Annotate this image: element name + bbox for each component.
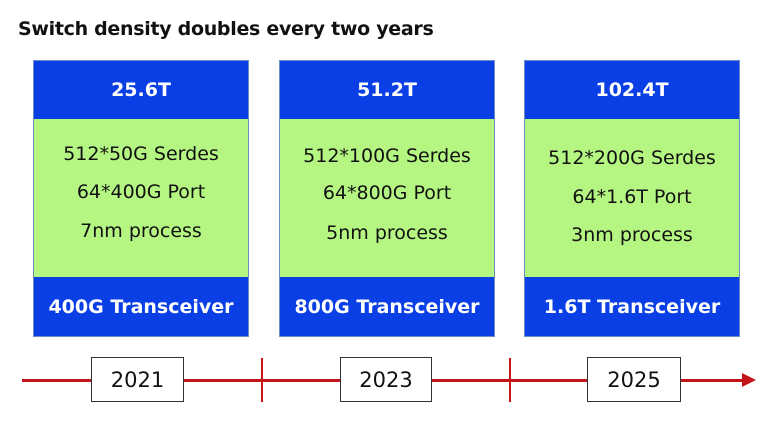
- transceiver-footer: 800G Transceiver: [280, 277, 494, 336]
- serdes-spec: 512*50G Serdes: [63, 143, 219, 165]
- transceiver-footer: 400G Transceiver: [34, 277, 248, 336]
- serdes-spec: 512*100G Serdes: [303, 145, 471, 167]
- timeline-tick: [261, 358, 263, 402]
- year-label-2025: 2025: [587, 357, 681, 402]
- spec-panel: 512*200G Serdes 64*1.6T Port 3nm process: [525, 119, 739, 279]
- year-label-2021: 2021: [91, 357, 184, 402]
- process-spec: 7nm process: [80, 220, 202, 242]
- timeline-tick: [509, 358, 511, 402]
- serdes-spec: 512*200G Serdes: [548, 147, 716, 169]
- capacity-header: 102.4T: [525, 61, 739, 119]
- year-label-2023: 2023: [340, 357, 432, 402]
- spec-panel: 512*50G Serdes 64*400G Port 7nm process: [34, 119, 248, 279]
- generation-card-2023: 51.2T 512*100G Serdes 64*800G Port 5nm p…: [279, 60, 495, 337]
- port-spec: 64*1.6T Port: [572, 186, 692, 208]
- diagram-title: Switch density doubles every two years: [18, 18, 434, 40]
- process-spec: 3nm process: [571, 224, 693, 246]
- capacity-header: 25.6T: [34, 61, 248, 119]
- capacity-header: 51.2T: [280, 61, 494, 119]
- transceiver-footer: 1.6T Transceiver: [525, 277, 739, 336]
- process-spec: 5nm process: [326, 222, 448, 244]
- generation-card-2025: 102.4T 512*200G Serdes 64*1.6T Port 3nm …: [524, 60, 740, 337]
- port-spec: 64*800G Port: [322, 182, 452, 204]
- timeline-arrow-icon: [742, 373, 756, 387]
- port-spec: 64*400G Port: [76, 181, 206, 203]
- generation-card-2021: 25.6T 512*50G Serdes 64*400G Port 7nm pr…: [33, 60, 249, 337]
- spec-panel: 512*100G Serdes 64*800G Port 5nm process: [280, 119, 494, 279]
